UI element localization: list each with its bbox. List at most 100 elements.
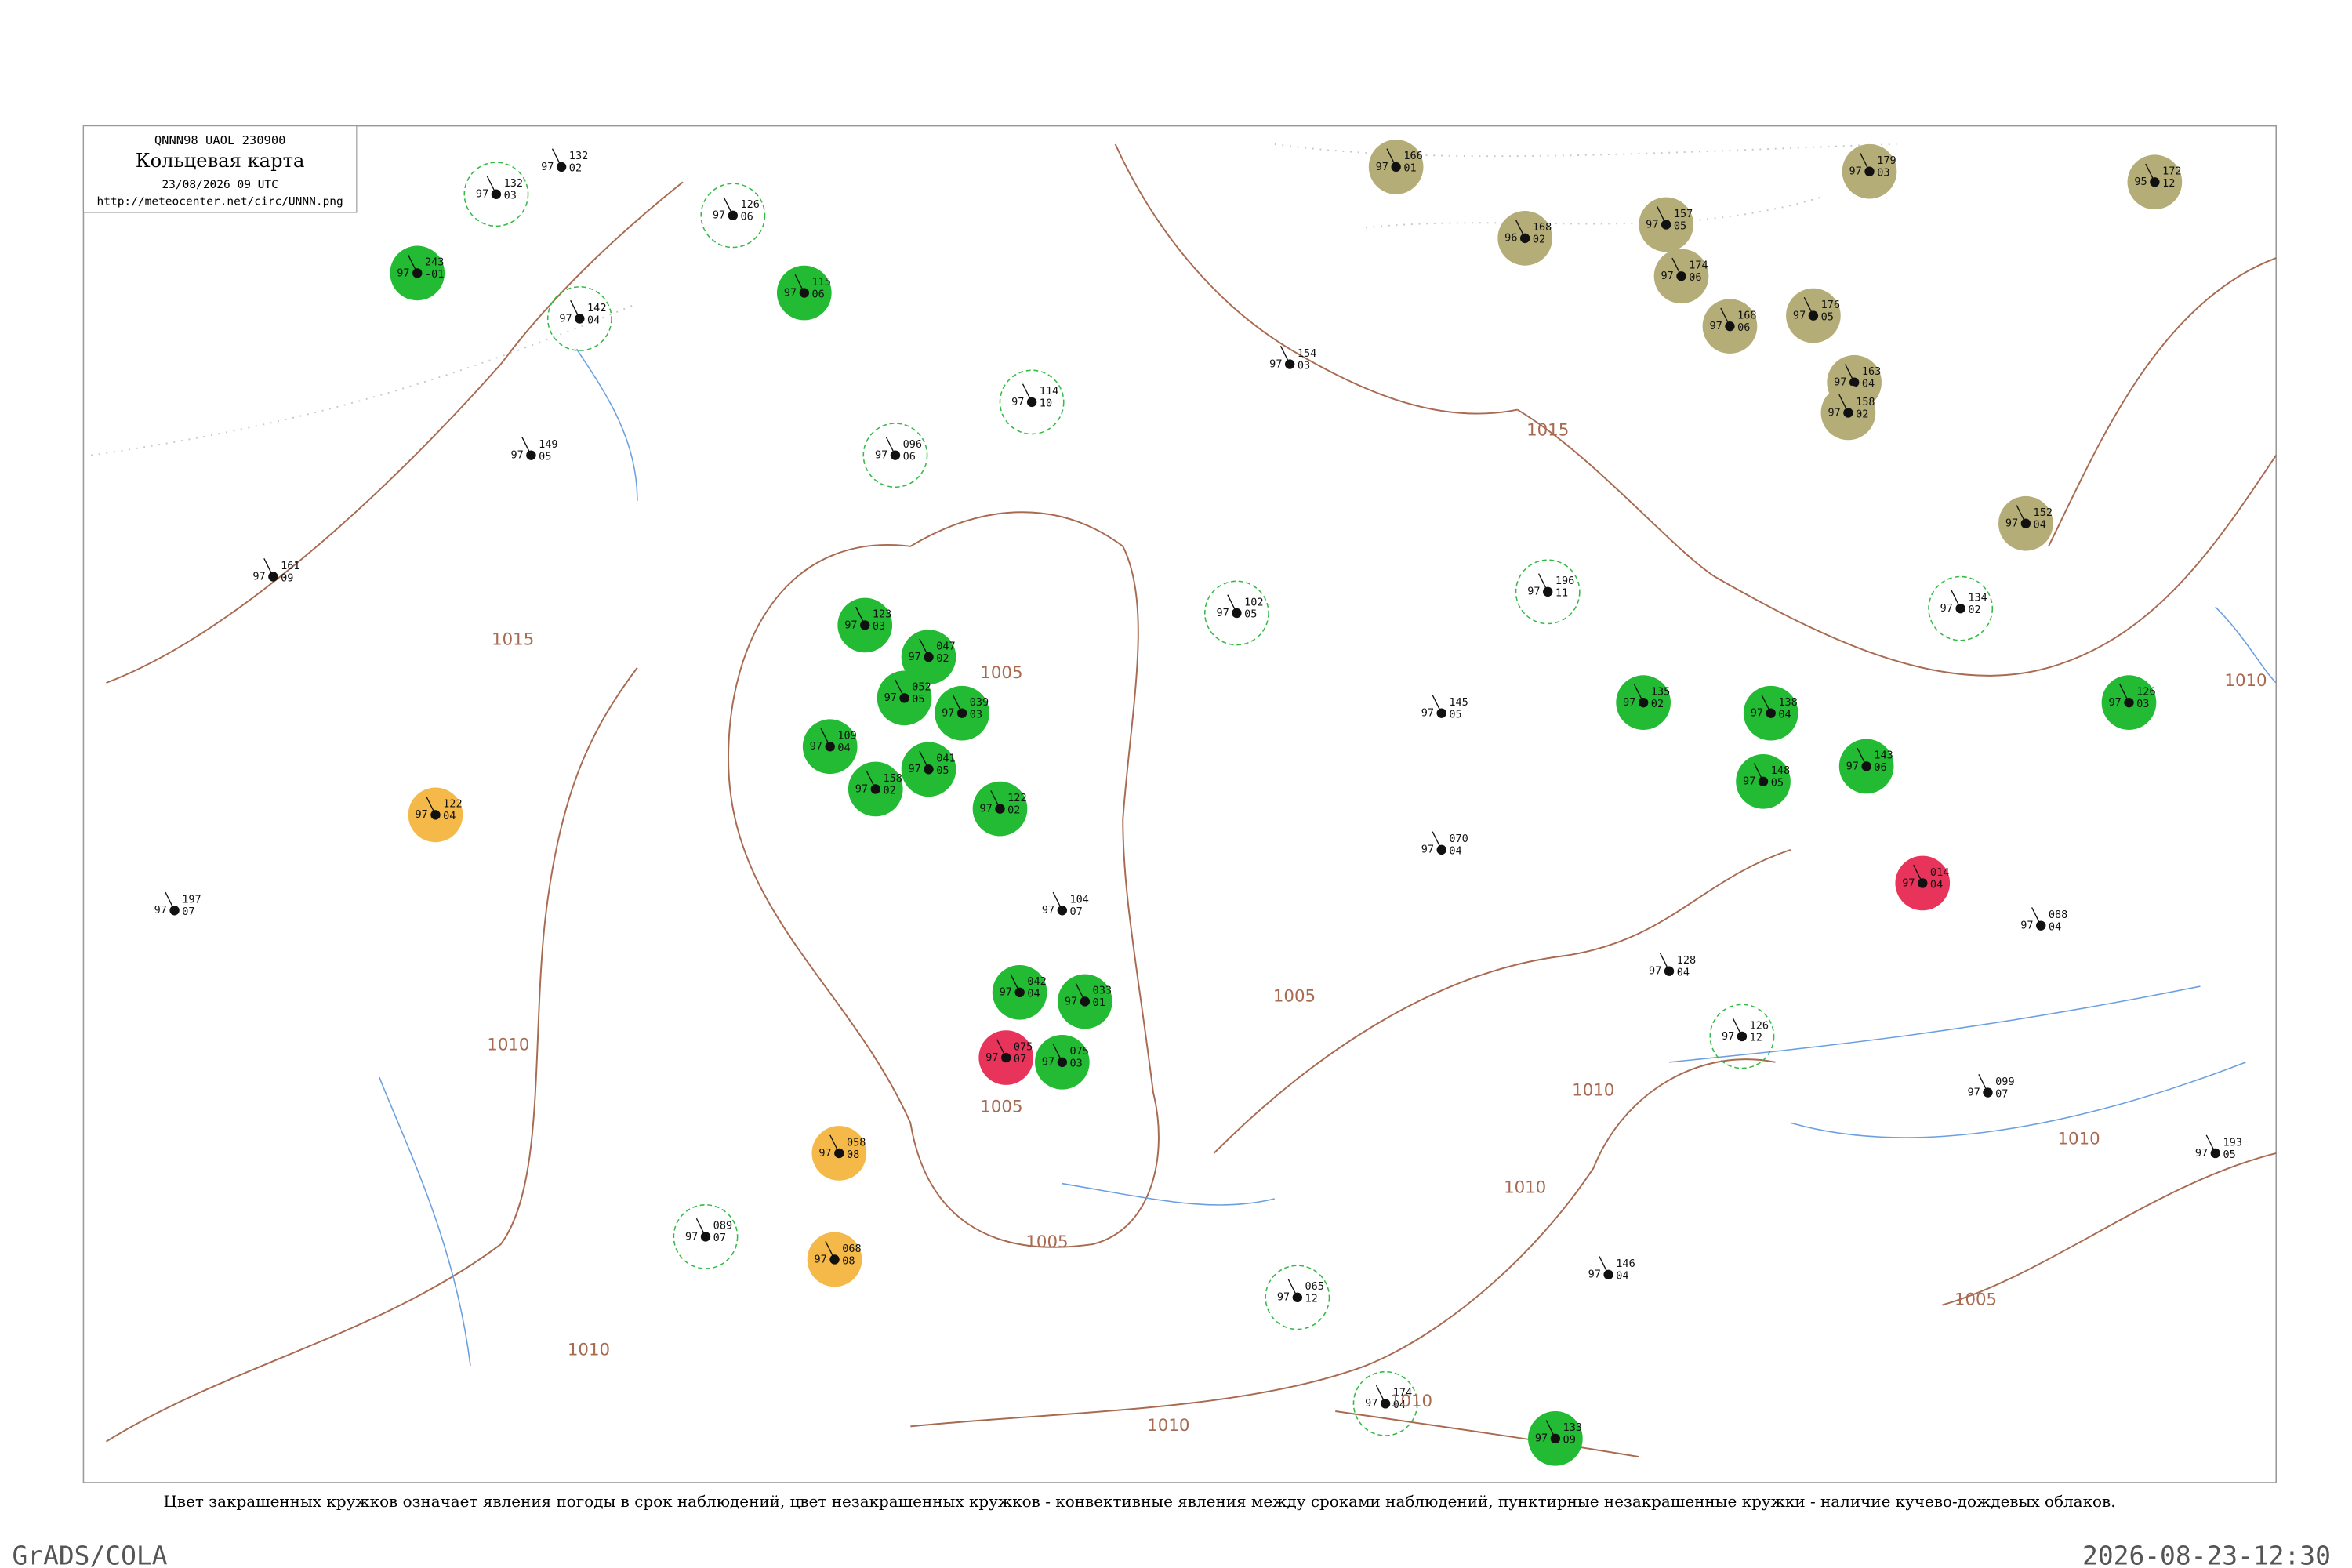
tendency: 05 bbox=[1449, 708, 1461, 720]
pressure: 168 bbox=[1533, 221, 1552, 234]
temperature: 97 bbox=[1623, 696, 1635, 709]
temperature: 97 bbox=[1588, 1269, 1601, 1281]
station-dot bbox=[2020, 518, 2031, 528]
pressure: 174 bbox=[1689, 260, 1708, 272]
station-dot bbox=[2150, 177, 2160, 187]
station-dot bbox=[1284, 359, 1295, 369]
pressure: 172 bbox=[2162, 165, 2181, 178]
tendency: 04 bbox=[2049, 920, 2061, 933]
temperature: 97 bbox=[942, 707, 954, 720]
temperature: 97 bbox=[980, 802, 993, 815]
pressure: 174 bbox=[1393, 1387, 1412, 1399]
tendency: 12 bbox=[1305, 1293, 1318, 1305]
temperature: 97 bbox=[884, 691, 897, 704]
pressure: 096 bbox=[903, 438, 922, 451]
temperature: 97 bbox=[875, 449, 887, 462]
tendency: 05 bbox=[1821, 310, 1834, 323]
tendency: 06 bbox=[741, 211, 753, 223]
tendency: 04 bbox=[1862, 378, 1875, 390]
tendency: 04 bbox=[2034, 519, 2046, 532]
tendency: 06 bbox=[1874, 761, 1886, 774]
isobar-label: 1010 bbox=[2058, 1129, 2100, 1149]
caption: Цвет закрашенных кружков означает явлени… bbox=[164, 1493, 2116, 1511]
header-code: QNNN98 UAOL 230900 bbox=[154, 133, 286, 147]
temperature: 97 bbox=[685, 1230, 698, 1243]
pressure: 143 bbox=[1874, 750, 1893, 762]
tendency: 07 bbox=[1995, 1087, 2008, 1100]
cb-circle bbox=[546, 286, 612, 351]
wind-barb bbox=[570, 299, 580, 319]
wind-barb bbox=[1732, 1018, 1743, 1037]
pressure: 099 bbox=[1995, 1076, 2014, 1088]
wind-barb bbox=[1537, 573, 1548, 593]
wind-barb bbox=[1075, 982, 1086, 1002]
pressure: 052 bbox=[912, 681, 931, 694]
header-title: Кольцевая карта bbox=[136, 150, 305, 172]
wind-barb bbox=[1022, 383, 1033, 403]
pressure: 115 bbox=[811, 276, 830, 289]
tendency: 02 bbox=[1856, 408, 1868, 420]
pressure: 168 bbox=[1737, 309, 1756, 321]
wind-barb bbox=[919, 750, 930, 770]
tendency: 05 bbox=[539, 450, 551, 463]
pressure: 088 bbox=[2049, 909, 2067, 921]
tendency: 05 bbox=[936, 764, 949, 777]
cb-circle bbox=[1352, 1370, 1418, 1436]
temperature: 97 bbox=[713, 209, 725, 222]
pressure: 126 bbox=[2136, 685, 2155, 698]
pressure: 158 bbox=[1856, 396, 1875, 408]
temperature: 97 bbox=[818, 1147, 831, 1160]
temperature: 97 bbox=[1743, 775, 1755, 788]
tendency: 04 bbox=[1930, 878, 1943, 891]
temperature: 97 bbox=[1269, 358, 1282, 370]
station-dot bbox=[1603, 1269, 1613, 1280]
wind-barb bbox=[1227, 594, 1238, 614]
pressure: 065 bbox=[1305, 1280, 1324, 1293]
header-date: 23/08/2026 09 UTC bbox=[162, 179, 278, 191]
wind-barb bbox=[1375, 1385, 1386, 1404]
temperature: 97 bbox=[2195, 1147, 2208, 1160]
cb-circle bbox=[463, 162, 529, 227]
wind-barb bbox=[1432, 831, 1443, 851]
tendency: 03 bbox=[1070, 1058, 1083, 1070]
pressure: 068 bbox=[842, 1243, 861, 1255]
tendency: 12 bbox=[1750, 1032, 1762, 1044]
wind-barb bbox=[1633, 684, 1644, 703]
station-dot bbox=[556, 162, 567, 172]
tendency: 07 bbox=[1014, 1053, 1026, 1065]
temperature: 97 bbox=[1277, 1291, 1290, 1304]
wind-barb bbox=[1761, 695, 1772, 713]
temperature: 97 bbox=[909, 763, 921, 775]
isobar-label: 1015 bbox=[1526, 420, 1569, 440]
isobar-label: 1010 bbox=[2224, 671, 2267, 691]
tendency: -01 bbox=[425, 268, 444, 281]
pressure: 197 bbox=[182, 894, 201, 906]
cb-circle bbox=[999, 369, 1065, 435]
temperature: 97 bbox=[397, 267, 409, 279]
pressure: 145 bbox=[1449, 696, 1468, 709]
station-dot bbox=[1864, 166, 1875, 176]
temperature: 97 bbox=[541, 161, 554, 173]
tendency: 05 bbox=[1771, 777, 1784, 789]
station-dot bbox=[169, 906, 180, 916]
temperature: 97 bbox=[1661, 270, 1674, 282]
wind-barb bbox=[866, 770, 877, 789]
pressure: 176 bbox=[1821, 299, 1840, 311]
